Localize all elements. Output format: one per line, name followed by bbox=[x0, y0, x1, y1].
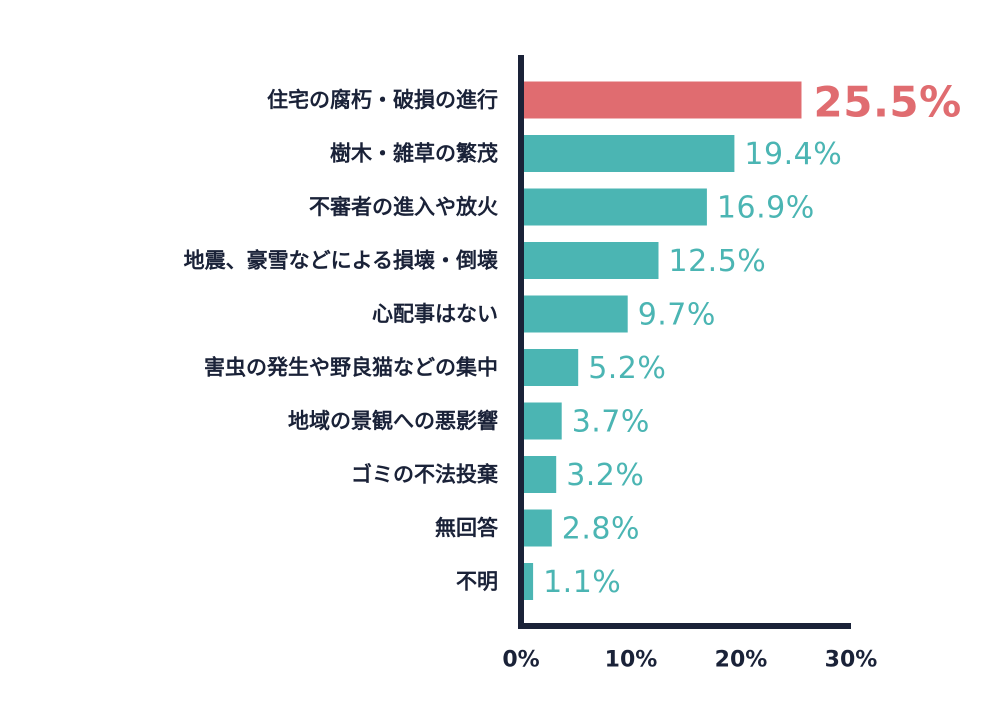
bar-0 bbox=[521, 81, 802, 119]
category-label-9: 不明 bbox=[456, 570, 498, 594]
value-label-7: 3.2% bbox=[566, 458, 644, 493]
bar-7 bbox=[521, 456, 557, 493]
value-label-0: 25.5% bbox=[814, 78, 962, 127]
bar-2 bbox=[521, 188, 707, 226]
value-label-2: 16.9% bbox=[717, 191, 815, 226]
category-label-8: 無回答 bbox=[435, 516, 499, 540]
value-label-3: 12.5% bbox=[669, 244, 767, 279]
x-tick-label-1: 10% bbox=[605, 648, 658, 673]
bar-6 bbox=[521, 402, 562, 440]
value-label-5: 5.2% bbox=[588, 351, 666, 386]
x-tick-label-3: 30% bbox=[825, 648, 878, 673]
value-label-8: 2.8% bbox=[562, 512, 640, 547]
category-label-6: 地域の景観への悪影響 bbox=[288, 409, 498, 433]
bar-9 bbox=[521, 563, 534, 600]
bar-4 bbox=[521, 295, 628, 333]
category-label-2: 不審者の進入や放火 bbox=[309, 195, 498, 219]
x-tick-label-2: 20% bbox=[715, 648, 768, 673]
bar-1 bbox=[521, 135, 735, 172]
category-label-4: 心配事はない bbox=[372, 302, 498, 326]
value-label-9: 1.1% bbox=[543, 565, 621, 600]
bar-3 bbox=[521, 242, 659, 279]
category-label-7: ゴミの不法投棄 bbox=[351, 463, 499, 487]
value-label-6: 3.7% bbox=[572, 405, 650, 440]
bar-8 bbox=[521, 509, 552, 547]
category-label-3: 地震、豪雪などによる損壊・倒壊 bbox=[184, 249, 498, 273]
value-label-4: 9.7% bbox=[638, 298, 716, 333]
bar-5 bbox=[521, 349, 579, 386]
category-label-0: 住宅の腐朽・破損の進行 bbox=[267, 88, 498, 112]
value-label-1: 19.4% bbox=[744, 137, 842, 172]
category-label-5: 害虫の発生や野良猫などの集中 bbox=[204, 356, 498, 380]
category-label-1: 樹木・雑草の繁茂 bbox=[330, 142, 498, 166]
x-tick-label-0: 0% bbox=[502, 648, 539, 673]
